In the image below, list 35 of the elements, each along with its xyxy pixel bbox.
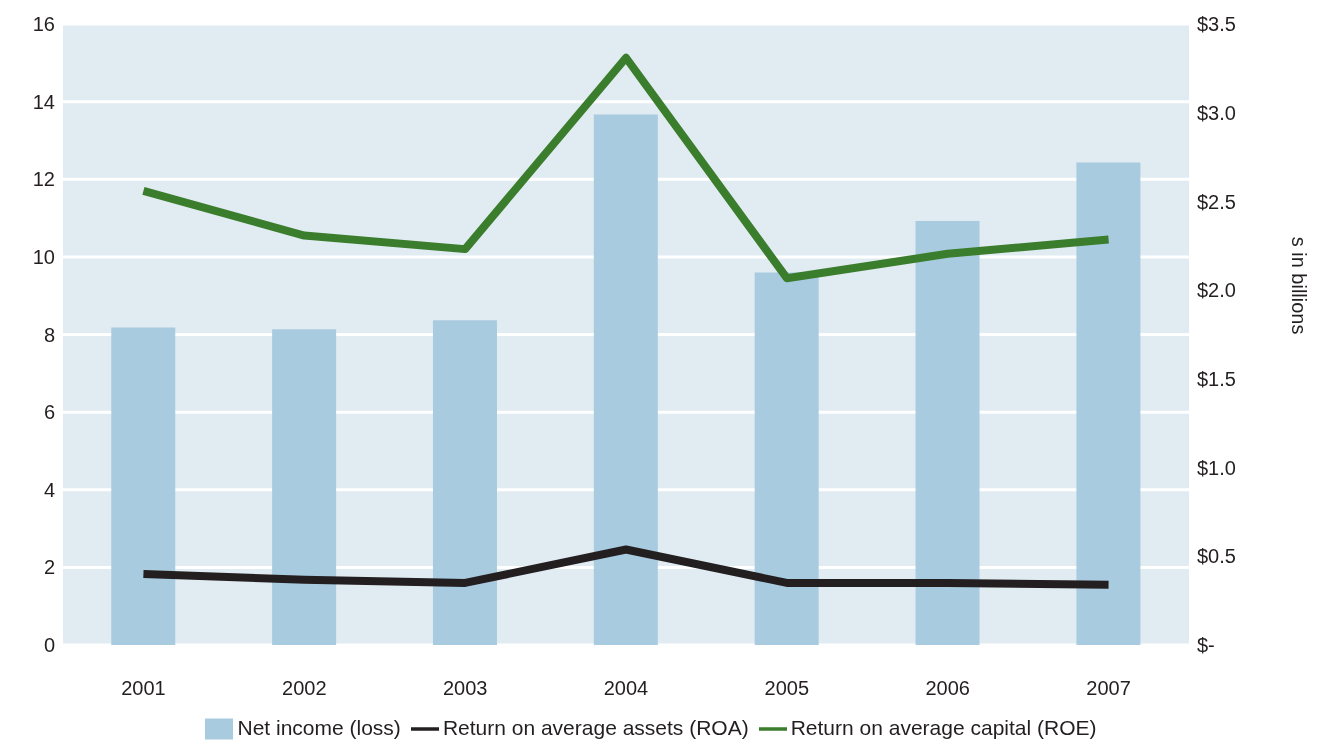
y2-tick-label: $1.0 bbox=[1197, 456, 1236, 479]
y2-tick-label: $- bbox=[1197, 634, 1215, 657]
y2-tick-label: $1.5 bbox=[1197, 367, 1236, 390]
y2-tick-label: $3.0 bbox=[1197, 101, 1236, 124]
x-tick-label: 2007 bbox=[1086, 677, 1131, 700]
y2-tick-label: $3.5 bbox=[1197, 13, 1236, 36]
y-tick-label: 12 bbox=[32, 168, 55, 191]
y-tick-label: 16 bbox=[32, 13, 55, 36]
y-tick-label: 14 bbox=[32, 90, 55, 113]
x-tick-label: 2004 bbox=[603, 677, 649, 700]
bar bbox=[1076, 162, 1141, 645]
x-tick-label: 2001 bbox=[121, 677, 166, 700]
y-tick-label: 6 bbox=[43, 401, 55, 424]
x-tick-label: 2003 bbox=[442, 677, 488, 700]
legend-label: Return on average capital (ROE) bbox=[790, 715, 1097, 739]
y2-tick-label: $2.0 bbox=[1197, 279, 1236, 302]
y2-tick-label: $0.5 bbox=[1197, 545, 1236, 568]
y-tick-label: 10 bbox=[32, 245, 55, 268]
y2-axis-title: s in billions bbox=[1287, 236, 1310, 335]
x-tick-label: 2006 bbox=[925, 677, 970, 700]
legend-label: Return on average assets (ROA) bbox=[442, 715, 749, 739]
legend-label: Net income (loss) bbox=[237, 715, 401, 739]
y-tick-label: 2 bbox=[43, 556, 55, 579]
bar bbox=[432, 320, 497, 645]
bar bbox=[754, 272, 819, 645]
x-tick-label: 2002 bbox=[282, 677, 327, 700]
bar bbox=[111, 327, 176, 645]
y-tick-label: 0 bbox=[43, 634, 55, 657]
y-tick-label: 4 bbox=[43, 478, 55, 501]
x-tick-label: 2005 bbox=[764, 677, 810, 700]
bar bbox=[915, 220, 980, 645]
bar bbox=[272, 329, 337, 645]
y2-tick-label: $2.5 bbox=[1197, 190, 1236, 213]
bar bbox=[593, 114, 658, 645]
y-tick-label: 8 bbox=[43, 323, 55, 346]
